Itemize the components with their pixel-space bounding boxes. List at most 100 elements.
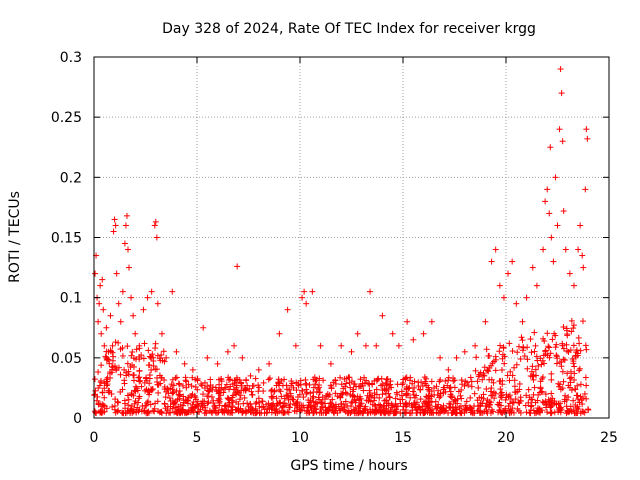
data-point-bg <box>172 408 179 415</box>
data-point-bg <box>366 381 373 388</box>
data-point-bg <box>546 344 553 351</box>
data-point-bg <box>220 408 227 415</box>
data-point-bg <box>347 384 354 391</box>
data-point-bg <box>423 394 430 401</box>
data-point-bg <box>522 402 529 409</box>
data-point-bg <box>537 378 544 385</box>
data-point-bg <box>256 403 263 410</box>
data-point-bg <box>175 403 182 410</box>
data-point-bg <box>337 374 344 381</box>
data-point-bg <box>583 382 590 389</box>
data-point-bg <box>328 385 335 392</box>
data-point-bg <box>353 397 360 404</box>
data-point-bg <box>247 409 254 416</box>
data-point-bg <box>112 339 119 346</box>
data-point-bg <box>132 388 139 395</box>
data-point-bg <box>109 357 116 364</box>
data-point <box>552 174 559 181</box>
data-point-bg <box>515 407 522 414</box>
data-point-bg <box>574 382 581 389</box>
data-point-bg <box>568 328 575 335</box>
x-tick-label: 0 <box>90 430 99 446</box>
data-point-bg <box>553 401 560 408</box>
data-point-bg <box>424 409 431 416</box>
data-point-bg <box>117 371 124 378</box>
data-point-bg <box>402 406 409 413</box>
data-point-bg <box>209 386 216 393</box>
data-point-bg <box>125 371 132 378</box>
data-point-bg <box>158 351 165 358</box>
data-point-bg <box>347 391 354 398</box>
data-point-bg <box>375 375 382 382</box>
data-point-bg <box>487 399 494 406</box>
data-point <box>577 222 584 229</box>
data-point <box>122 222 129 229</box>
data-point-bg <box>356 396 363 403</box>
data-point <box>128 294 135 301</box>
data-point-bg <box>565 382 572 389</box>
data-point-bg <box>492 367 499 374</box>
data-point-bg <box>518 334 525 341</box>
data-point-bg <box>155 381 162 388</box>
data-point <box>214 360 221 367</box>
data-point-bg <box>383 390 390 397</box>
data-point-bg <box>106 387 113 394</box>
data-point-bg <box>517 394 524 401</box>
data-point <box>148 288 155 295</box>
data-point-bg <box>576 340 583 347</box>
data-point-bg <box>147 401 154 408</box>
data-point-bg <box>565 394 572 401</box>
data-point-bg <box>511 383 518 390</box>
data-point-bg <box>130 355 137 362</box>
data-point-bg <box>137 377 144 384</box>
data-point-bg <box>220 389 227 396</box>
data-point-bg <box>366 393 373 400</box>
data-point-bg <box>573 349 580 356</box>
data-point-bg <box>483 346 490 353</box>
data-point-bg <box>124 343 131 350</box>
data-point-bg <box>330 409 337 416</box>
data-point <box>488 258 495 265</box>
data-point <box>153 234 160 241</box>
data-point-bg <box>141 407 148 414</box>
data-point-bg <box>217 376 224 383</box>
data-point-bg <box>500 345 507 352</box>
data-point-bg <box>207 376 214 383</box>
data-point-bg <box>129 362 136 369</box>
data-point <box>373 342 380 349</box>
data-point <box>124 246 131 253</box>
data-point-bg <box>146 372 153 379</box>
data-point-bg <box>454 400 461 407</box>
data-point-bg <box>281 376 288 383</box>
data-point-bg <box>538 361 545 368</box>
data-point-bg <box>512 396 519 403</box>
data-point-bg <box>480 372 487 379</box>
data-point-bg <box>138 383 145 390</box>
data-point-bg <box>145 347 152 354</box>
data-point-bg <box>130 377 137 384</box>
data-point-bg <box>385 410 392 417</box>
data-point <box>492 246 499 253</box>
data-point-bg <box>549 395 556 402</box>
data-point <box>200 324 207 331</box>
data-point-bg <box>508 409 515 416</box>
data-point-bg <box>124 392 131 399</box>
data-point-bg <box>359 380 366 387</box>
data-point <box>482 318 489 325</box>
data-point-bg <box>150 362 157 369</box>
data-point-bg <box>511 389 518 396</box>
x-tick-label: 20 <box>497 430 515 446</box>
data-point-bg <box>528 349 535 356</box>
data-point <box>121 240 128 247</box>
data-point-bg <box>340 385 347 392</box>
data-point-bg <box>215 390 222 397</box>
data-point <box>189 366 196 373</box>
data-point-bg <box>572 386 579 393</box>
data-point-bg <box>133 346 140 353</box>
data-point-bg <box>507 368 514 375</box>
data-point-bg <box>383 397 390 404</box>
data-point-bg <box>96 382 103 389</box>
data-point-bg <box>357 376 364 383</box>
data-point-bg <box>204 400 211 407</box>
data-point-bg <box>150 354 157 361</box>
